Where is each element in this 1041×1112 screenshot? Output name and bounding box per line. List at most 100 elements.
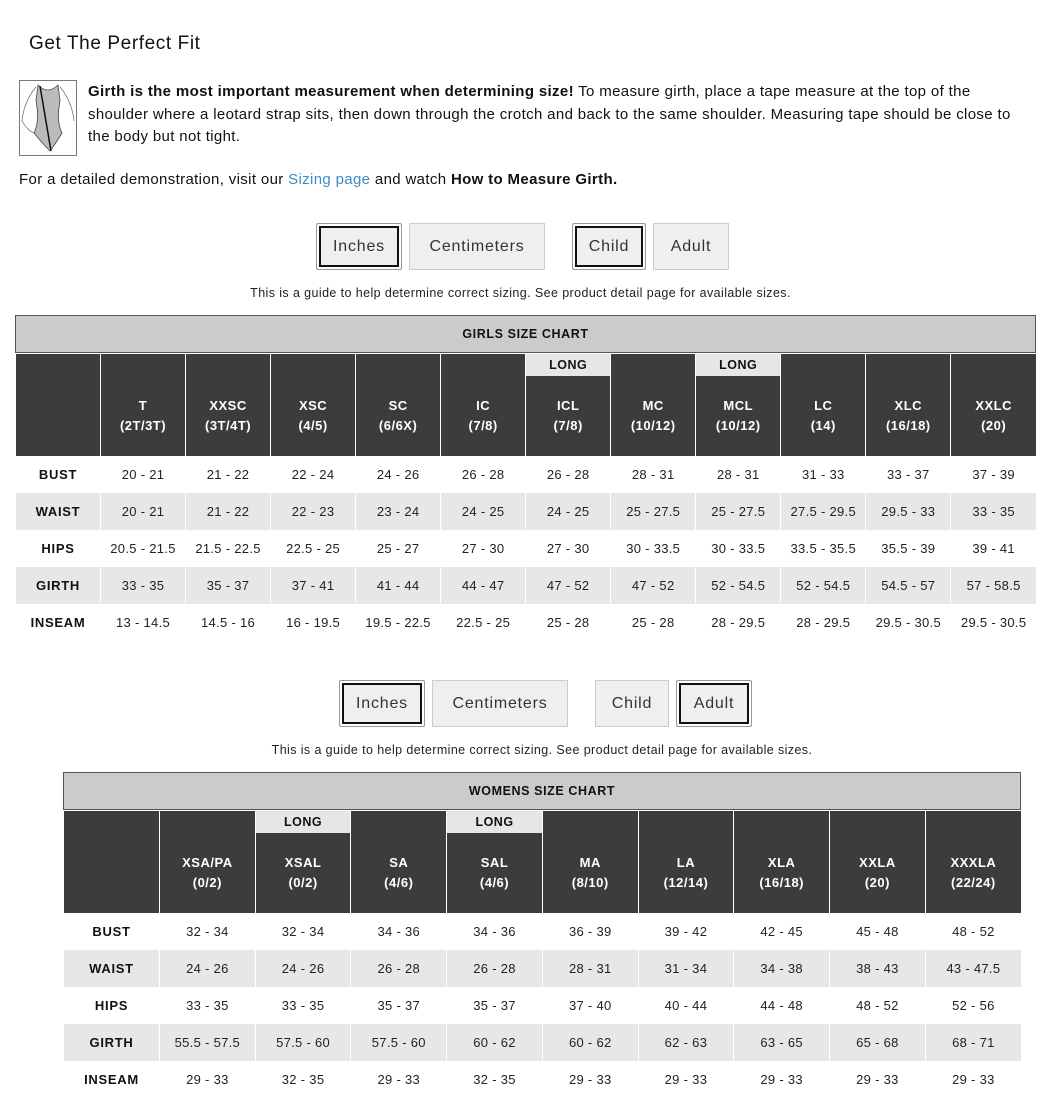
table-row: GIRTH 55.5 - 57.5 57.5 - 60 57.5 - 60 60 - 6… [63,1024,1021,1061]
size-range: (0/2) [192,875,222,890]
size-code: XXLC [975,398,1012,413]
measurement-cell: 16 - 19.5 [270,604,356,641]
inches-button[interactable]: Inches [316,223,402,270]
measurement-cell: 32 - 34 [254,913,351,950]
measurement-cell: 29 - 33 [829,1061,926,1098]
measurement-cell: 37 - 39 [950,456,1036,493]
adult-button[interactable]: Adult [653,223,729,270]
measurement-cell: 36 - 39 [541,913,639,950]
measurement-cell: 37 - 41 [270,567,356,604]
size-code: T [138,398,148,413]
girls-size-chart: GIRLS SIZE CHART T (2T/3T) XXSC (3T/4T) XSC (4… [15,315,1036,641]
sizing-page-link[interactable]: Sizing page [288,171,371,188]
size-code: XLA [767,855,796,870]
size-column-header: SC (6/6X) [355,354,441,456]
measurement-cell: 13 - 14.5 [99,604,186,641]
size-code: XXSC [209,398,247,413]
demo-bold: How to Measure Girth. [450,171,618,188]
intro-bold: Girth is the most important measurement … [88,83,574,100]
size-range: (10/12) [715,418,761,433]
measurement-cell: 47 - 52 [525,567,611,604]
measurement-cell: 33 - 35 [99,567,186,604]
measurement-cell: 33 - 35 [254,987,351,1024]
measurement-cell: 55.5 - 57.5 [159,1024,256,1061]
long-label: LONG [696,354,781,376]
measurement-cell: 42 - 45 [733,913,830,950]
size-code: MA [579,855,601,870]
row-label: INSEAM [15,604,101,641]
measurement-cell: 26 - 28 [446,950,543,987]
size-column-header: XXLC (20) [950,354,1036,456]
measurement-cell: 57.5 - 60 [350,1024,447,1061]
table-row: GIRTH 33 - 35 35 - 37 37 - 41 41 - 44 44 - 47… [15,567,1036,604]
measurement-cell: 28 - 29.5 [695,604,781,641]
measurement-cell: 60 - 62 [541,1024,639,1061]
demo-prefix: For a detailed demonstration, visit our [19,171,289,188]
size-column-header: XLC (16/18) [865,354,951,456]
measurement-cell: 41 - 44 [355,567,441,604]
measurement-cell: 25 - 27.5 [695,493,781,530]
row-label: INSEAM [63,1061,160,1098]
size-range: (4/5) [298,418,328,433]
measurement-cell: 32 - 35 [446,1061,543,1098]
measurement-cell: 33 - 35 [950,493,1036,530]
centimeters-button[interactable]: Centimeters [409,223,545,270]
child-button[interactable]: Child [595,680,669,727]
measurement-cell: 24 - 25 [440,493,526,530]
measurement-cell: 39 - 41 [950,530,1036,567]
measurement-cell: 28 - 31 [610,456,696,493]
header-corner [63,811,160,913]
inches-button[interactable]: Inches [339,680,425,727]
table-row: INSEAM 29 - 33 32 - 35 29 - 33 32 - 35 29 - 3… [63,1061,1021,1098]
table-row: BUST 20 - 21 21 - 22 22 - 24 24 - 26 26 - 28 2… [15,456,1036,493]
measurement-cell: 52 - 54.5 [695,567,781,604]
size-code: SAL [480,855,509,870]
size-code: XXLA [859,855,896,870]
measurement-cell: 43 - 47.5 [924,950,1021,987]
measurement-cell: 21 - 22 [185,456,271,493]
size-column-header: MA (8/10) [541,811,639,913]
size-range: (10/12) [630,418,676,433]
size-column-header: IC (7/8) [440,354,526,456]
size-column-header: XSC (4/5) [270,354,356,456]
size-column-header: XXXLA (22/24) [924,811,1021,913]
measurement-cell: 32 - 35 [254,1061,351,1098]
measurement-cell: 22.5 - 25 [270,530,356,567]
size-range: (14) [810,418,836,433]
table-row: BUST 32 - 34 32 - 34 34 - 36 34 - 36 36 - 39 3… [63,913,1021,950]
measurement-cell: 29 - 33 [924,1061,1021,1098]
measurement-cell: 52 - 56 [924,987,1021,1024]
measurement-cell: 26 - 28 [440,456,526,493]
child-button[interactable]: Child [572,223,646,270]
size-code: LC [814,398,833,413]
measurement-cell: 35 - 37 [446,987,543,1024]
measurement-cell: 21.5 - 22.5 [185,530,271,567]
chart-title: GIRLS SIZE CHART [15,315,1036,353]
measurement-cell: 25 - 27.5 [610,493,696,530]
measurement-cell: 31 - 33 [780,456,866,493]
girth-measurement-illustration [19,80,77,156]
adult-button[interactable]: Adult [676,680,752,727]
chart-title: WOMENS SIZE CHART [63,772,1021,810]
measurement-cell: 21 - 22 [185,493,271,530]
measurement-cell: 27.5 - 29.5 [780,493,866,530]
size-range: (20) [981,418,1007,433]
size-range: (3T/4T) [204,418,252,433]
measurement-cell: 60 - 62 [446,1024,543,1061]
measurement-cell: 33 - 35 [159,987,256,1024]
row-label: GIRTH [15,567,101,604]
centimeters-button[interactable]: Centimeters [432,680,568,727]
measurement-cell: 28 - 31 [695,456,781,493]
long-label: LONG [526,354,611,376]
size-range: (7/8) [553,418,583,433]
size-code: SA [389,855,409,870]
size-range: (22/24) [951,875,996,890]
size-code: XSC [298,398,328,413]
page-title: Get The Perfect Fit [29,33,201,54]
measurement-cell: 34 - 36 [446,913,543,950]
row-label: BUST [63,913,160,950]
measurement-cell: 35 - 37 [350,987,447,1024]
measurement-cell: 28 - 31 [541,950,639,987]
measurement-cell: 24 - 26 [254,950,351,987]
measurement-cell: 29.5 - 30.5 [865,604,951,641]
